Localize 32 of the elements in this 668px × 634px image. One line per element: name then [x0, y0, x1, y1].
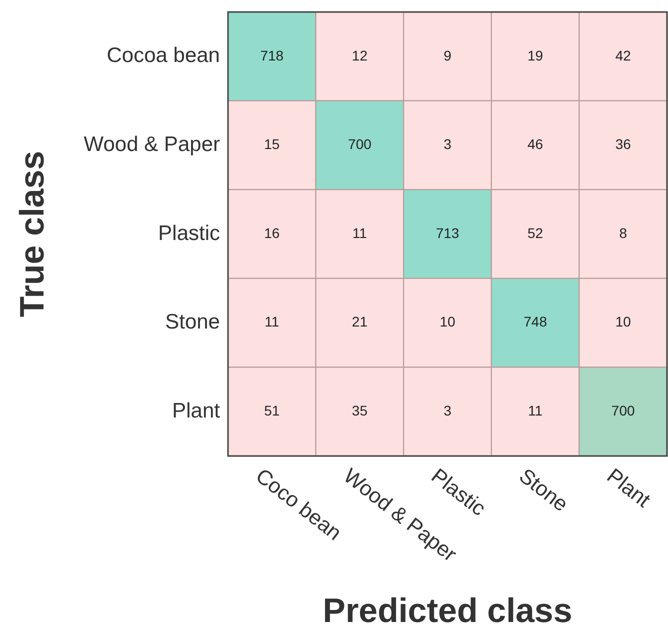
y-tick-label: Plant: [172, 399, 220, 422]
data-label: 700: [611, 402, 635, 418]
data-label: 10: [615, 314, 632, 330]
data-label: 46: [528, 136, 544, 152]
data-label: 718: [260, 47, 284, 64]
data-label: 713: [436, 224, 460, 241]
data-label: 21: [352, 314, 368, 330]
y-tick-label: Stone: [165, 310, 220, 334]
y-tick-label: Plastic: [158, 222, 220, 245]
data-label: 3: [444, 402, 452, 418]
y-tick-label: Wood & Paper: [84, 132, 220, 156]
data-label: 35: [352, 402, 368, 418]
data-label: 10: [440, 314, 456, 330]
data-label: 3: [444, 136, 452, 152]
x-axis-title: Predicted class: [322, 592, 572, 630]
data-label: 11: [352, 224, 368, 241]
data-label: 12: [352, 47, 368, 64]
data-label: 11: [264, 314, 280, 330]
data-label: 42: [615, 47, 632, 64]
y-axis-title: True class: [13, 150, 52, 318]
data-label: 52: [528, 224, 544, 241]
data-label: 16: [264, 224, 280, 241]
y-tick-label: Cocoa bean: [106, 44, 220, 68]
data-label: 15: [264, 136, 280, 152]
data-label: 51: [264, 402, 280, 418]
data-label: 748: [524, 314, 548, 330]
data-label: 8: [619, 224, 628, 241]
data-label: 19: [528, 47, 544, 64]
data-label: 700: [348, 136, 372, 152]
data-label: 9: [444, 47, 452, 64]
data-label: 11: [528, 402, 543, 418]
data-label: 36: [615, 136, 632, 152]
